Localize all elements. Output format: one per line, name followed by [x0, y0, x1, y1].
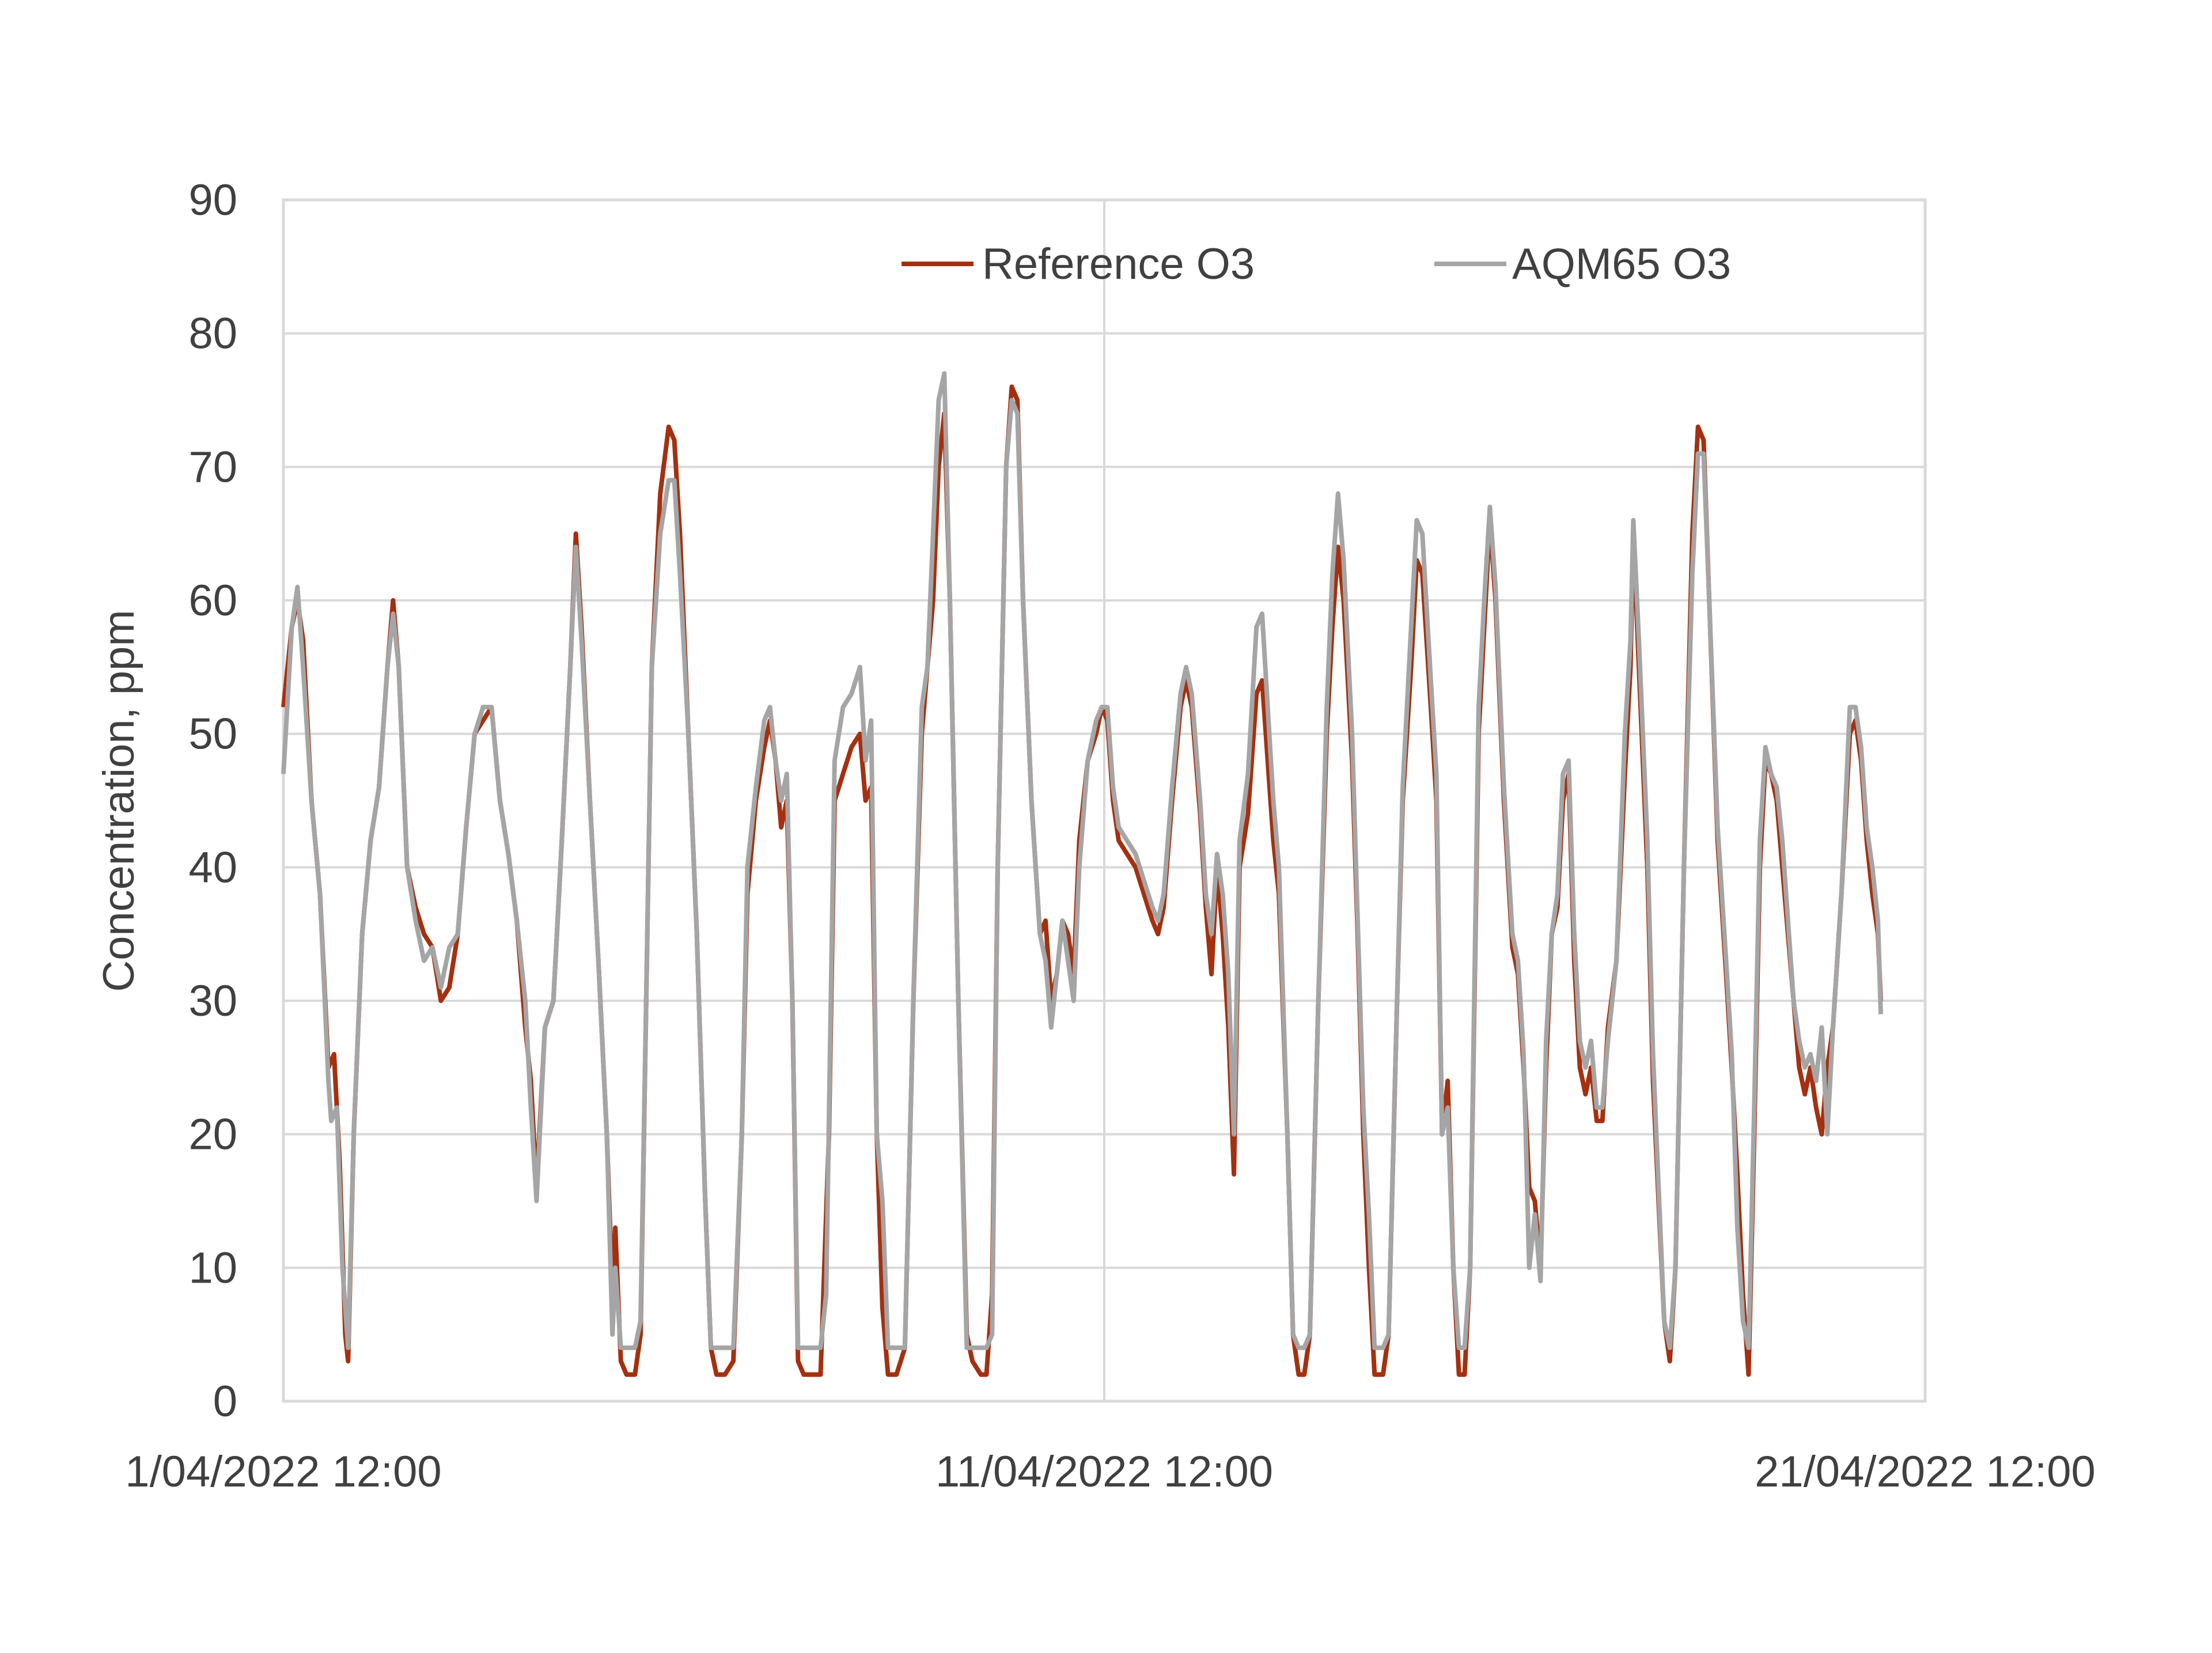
y-tick-label: 80 [188, 309, 237, 358]
x-axis-ticks: 1/04/2022 12:00 11/04/2022 12:00 21/04/202… [125, 1447, 2096, 1496]
y-axis-label: Concentration, ppm [94, 610, 143, 992]
x-tick-label: 21/04/2022 12:00 [1755, 1447, 2096, 1496]
y-tick-label: 0 [213, 1377, 237, 1426]
y-tick-label: 30 [188, 977, 237, 1026]
y-tick-label: 10 [188, 1243, 237, 1292]
legend-label-reference-o3: Reference O3 [982, 240, 1255, 289]
legend: Reference O3 AQM65 O3 [902, 240, 1731, 289]
y-axis-ticks: 0 10 20 30 40 50 60 70 80 90 [188, 176, 237, 1426]
x-tick-label: 11/04/2022 12:00 [935, 1447, 1273, 1496]
x-tick-label: 1/04/2022 12:00 [125, 1447, 441, 1496]
legend-label-aqm65-o3: AQM65 O3 [1512, 240, 1731, 289]
series-line-aqm65-o3 [281, 371, 1883, 1351]
y-tick-label: 70 [188, 442, 237, 491]
y-tick-label: 90 [188, 176, 237, 225]
data-series [281, 371, 1883, 1377]
y-tick-label: 40 [188, 843, 237, 892]
y-tick-label: 50 [188, 710, 237, 759]
y-tick-label: 20 [188, 1110, 237, 1159]
y-tick-label: 60 [188, 576, 237, 625]
